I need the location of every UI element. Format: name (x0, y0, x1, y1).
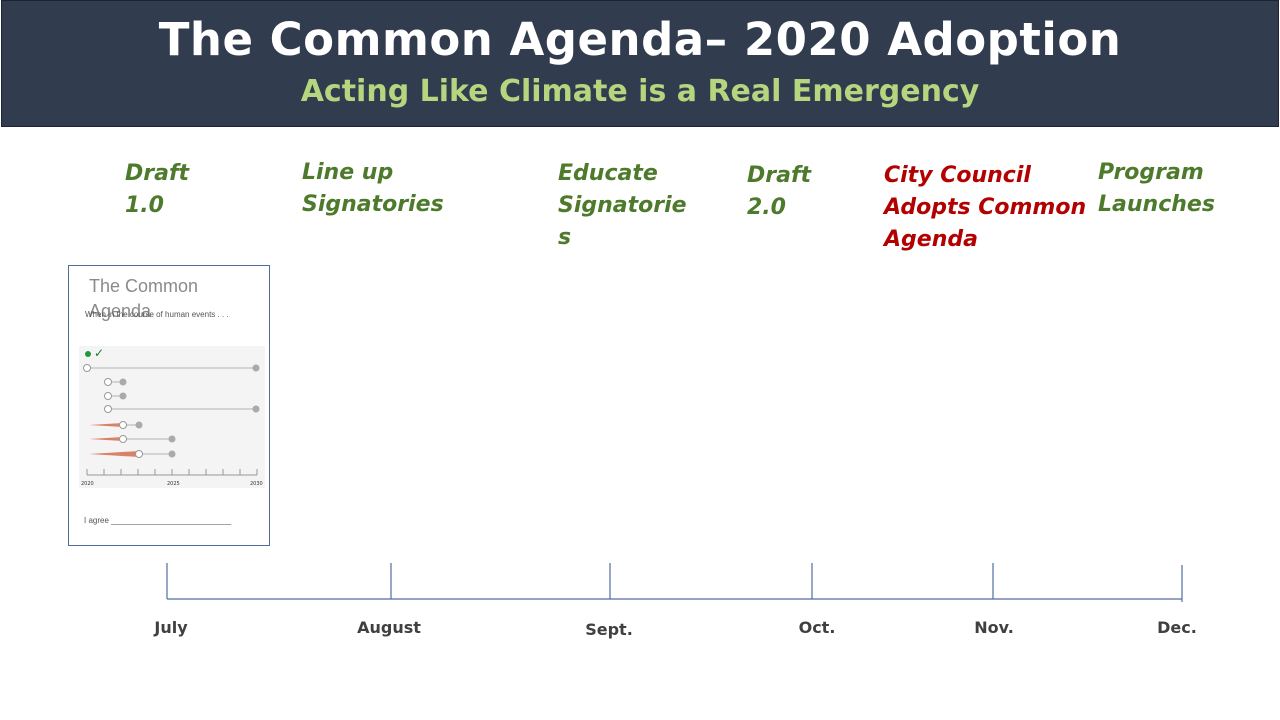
axis-label-start: 2020 (81, 481, 94, 487)
milestone-draft-2: Draft 2.0 (747, 163, 812, 220)
document-preamble: When in the course of human events . . . (85, 310, 229, 319)
title-banner: The Common Agenda– 2020 Adoption Acting … (1, 0, 1279, 127)
gantt-start-marker (119, 435, 127, 443)
status-dot-icon (85, 351, 91, 357)
month-label-august: August (357, 618, 421, 637)
milestone-educate-signatories: Educate Signatorie s (558, 161, 687, 250)
gantt-start-marker (119, 421, 127, 429)
milestone-council-adopts: City Council Adopts Common Agenda (884, 163, 1087, 252)
checkmark-icon: ✓ (94, 346, 104, 360)
month-label-sept: Sept. (585, 620, 633, 639)
slide-subtitle: Acting Like Climate is a Real Emergency (300, 74, 980, 109)
axis-label-mid: 2025 (167, 481, 180, 487)
month-label-nov: Nov. (974, 618, 1014, 637)
gantt-end-marker (252, 364, 260, 372)
gantt-start-marker (104, 378, 112, 386)
gantt-end-marker (252, 405, 260, 413)
gantt-start-marker (104, 405, 112, 413)
month-label-dec: Dec. (1157, 618, 1197, 637)
month-label-oct: Oct. (798, 618, 836, 637)
gantt-end-marker (168, 450, 176, 458)
month-label-july: July (154, 618, 188, 637)
gantt-end-marker (119, 392, 127, 400)
gantt-end-marker (119, 378, 127, 386)
document-agree-line: I agree ___________________________ (84, 516, 232, 525)
axis-label-end: 2030 (250, 481, 263, 487)
milestone-line-up-signatories: Line up Signatories (302, 160, 444, 217)
slide-title: The Common Agenda– 2020 Adoption (158, 13, 1122, 66)
gantt-start-marker (135, 450, 143, 458)
document-gantt-chart: ✓ (79, 346, 265, 488)
gantt-start-marker (104, 392, 112, 400)
milestone-program-launches: Program Launches (1098, 160, 1215, 217)
milestone-draft-1: Draft 1.0 (125, 161, 190, 218)
common-agenda-document-thumbnail: The Common Agenda When in the course of … (68, 265, 270, 546)
gantt-end-marker (168, 435, 176, 443)
gantt-start-marker (83, 364, 91, 372)
document-title: The Common Agenda (89, 276, 199, 321)
gantt-end-marker (135, 421, 143, 429)
gantt-chart-graphic: ✓ (81, 346, 263, 487)
